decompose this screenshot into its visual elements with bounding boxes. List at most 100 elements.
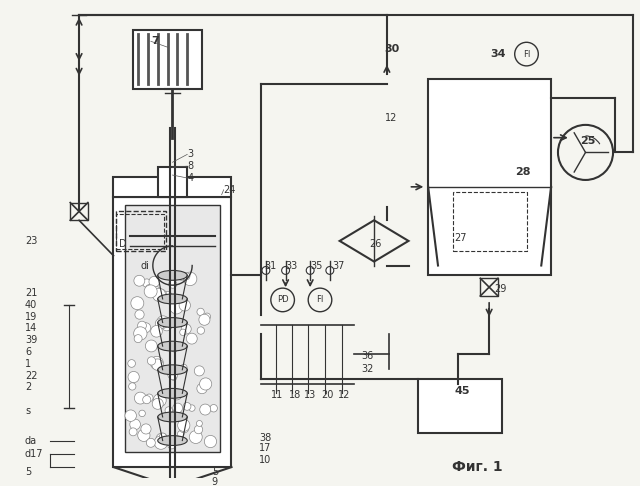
Text: 12: 12 [385,113,397,123]
Circle shape [177,298,184,306]
Text: 18: 18 [289,390,301,400]
Circle shape [131,296,144,310]
Circle shape [179,300,191,311]
Circle shape [282,266,289,275]
Circle shape [153,394,166,407]
Circle shape [144,285,157,298]
Bar [113,197,232,467]
Text: s: s [25,406,30,416]
Circle shape [189,431,202,444]
Circle shape [147,438,156,447]
Circle shape [159,433,166,440]
Circle shape [197,308,204,315]
Circle shape [170,343,177,351]
Text: 24: 24 [223,185,236,195]
Circle shape [141,323,151,333]
Text: 35: 35 [310,260,323,271]
Text: 2: 2 [25,382,31,393]
Circle shape [306,266,314,275]
Circle shape [169,280,177,288]
Circle shape [178,274,185,280]
Circle shape [179,423,189,433]
Circle shape [134,327,147,340]
Circle shape [165,407,173,414]
Circle shape [178,419,190,432]
Text: 27: 27 [455,233,467,243]
Ellipse shape [157,412,188,422]
Bar [452,192,527,251]
Bar [133,30,202,88]
Circle shape [173,403,182,413]
Circle shape [125,410,136,421]
Circle shape [154,289,167,302]
Circle shape [138,429,150,441]
Text: d17: d17 [25,450,44,459]
Text: da: da [25,435,37,446]
Text: 33: 33 [285,260,298,271]
Circle shape [134,335,142,343]
Circle shape [139,410,145,417]
Text: FI: FI [523,50,530,59]
Circle shape [183,272,197,286]
Circle shape [150,287,162,298]
Bar [116,214,164,249]
Circle shape [141,424,151,434]
Text: 6: 6 [25,347,31,357]
Circle shape [128,371,140,382]
Circle shape [171,389,182,400]
Circle shape [204,313,211,320]
Circle shape [200,404,211,415]
Circle shape [138,321,147,330]
Circle shape [196,420,202,426]
Bar [480,278,498,296]
Text: PD: PD [277,295,289,304]
Circle shape [145,284,154,293]
Circle shape [168,370,178,380]
Circle shape [134,275,145,286]
Circle shape [147,357,156,365]
Text: 22: 22 [25,371,38,381]
Text: 1: 1 [25,359,31,369]
Circle shape [161,320,172,331]
Text: 34: 34 [490,49,506,59]
Text: 28: 28 [515,167,530,177]
Bar [428,79,551,276]
Text: 40: 40 [25,300,37,310]
Ellipse shape [157,270,188,280]
Circle shape [134,392,147,404]
Circle shape [150,326,163,337]
Circle shape [180,364,187,371]
Ellipse shape [157,388,188,398]
Ellipse shape [157,435,188,446]
Circle shape [150,356,163,369]
Text: 45: 45 [455,386,470,397]
Text: 39: 39 [25,335,37,345]
Circle shape [156,433,168,445]
Text: 13: 13 [304,390,317,400]
Text: 26: 26 [369,239,381,249]
Circle shape [179,301,185,308]
Text: 11: 11 [271,390,283,400]
Ellipse shape [157,318,188,328]
Ellipse shape [157,294,188,304]
Circle shape [326,266,334,275]
Circle shape [189,405,195,411]
Circle shape [135,310,144,319]
Circle shape [145,340,157,352]
Circle shape [202,380,211,389]
Circle shape [152,288,166,301]
Circle shape [149,277,159,287]
Circle shape [129,383,136,390]
Circle shape [197,383,207,394]
Text: di: di [140,260,149,271]
Circle shape [143,279,151,287]
Text: 5: 5 [212,467,218,477]
Circle shape [183,402,191,410]
Circle shape [154,436,168,450]
Text: 25: 25 [580,136,596,146]
Circle shape [180,329,186,335]
Text: 4: 4 [188,173,193,183]
Circle shape [145,394,153,402]
Circle shape [210,404,218,412]
Text: 37: 37 [333,260,345,271]
